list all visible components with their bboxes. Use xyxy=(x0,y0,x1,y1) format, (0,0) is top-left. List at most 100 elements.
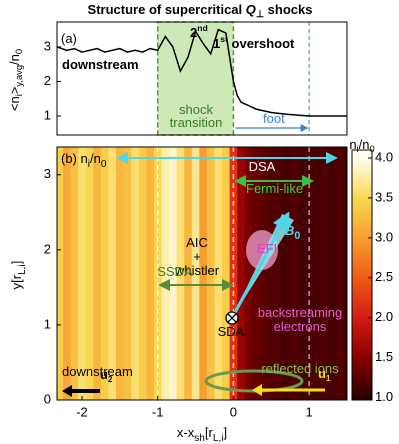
colorbar-tick-label: 1.5 xyxy=(375,349,393,364)
colorbar-step xyxy=(352,312,372,316)
colorbar-step xyxy=(352,207,372,211)
annotation: reflected ions xyxy=(261,361,339,376)
colorbar-step xyxy=(352,365,372,368)
heatmap-column xyxy=(191,147,200,400)
colorbar-step xyxy=(352,180,372,183)
colorbar-step xyxy=(352,222,372,226)
colorbar-step xyxy=(352,340,372,343)
annotation: EFI xyxy=(257,241,277,256)
annotation: u1 xyxy=(318,366,331,383)
colorbar-step xyxy=(352,177,372,181)
colorbar-step xyxy=(352,192,372,196)
annotation-part: foot xyxy=(263,111,285,126)
colorbar-step xyxy=(352,310,372,313)
y-tick-label: 1 xyxy=(44,107,51,122)
colorbar-step xyxy=(352,250,372,253)
colorbar-step xyxy=(352,335,372,338)
annotation-part: + xyxy=(193,249,201,264)
colorbar-label-part: /n xyxy=(359,137,370,152)
panel-b: -2 -1 0 101231.01.52.02.53.03.54.0ni/n0(b) … xyxy=(9,137,393,443)
colorbar-step xyxy=(352,307,372,311)
colorbar-step xyxy=(352,185,372,188)
panel-label-part: (a) xyxy=(61,31,77,46)
colorbar-step xyxy=(352,232,372,236)
colorbar-step xyxy=(352,195,372,198)
colorbar-step xyxy=(352,382,372,386)
annotation-part: whistler xyxy=(174,263,220,278)
heatmap-column xyxy=(320,147,329,400)
colorbar-step xyxy=(352,205,372,208)
heatmap-column xyxy=(199,147,208,400)
colorbar-step xyxy=(352,317,372,321)
colorbar-step xyxy=(352,217,372,221)
colorbar-label: ni/n0 xyxy=(349,137,374,154)
annotation: backstreaming xyxy=(258,305,343,320)
panel-label-part: (b) n xyxy=(61,151,88,166)
plot-frame xyxy=(56,21,348,136)
colorbar-step xyxy=(352,300,372,303)
colorbar-step xyxy=(352,202,372,206)
y-axis-label: <ni>y,avg/n0 xyxy=(7,49,24,111)
annotation-part: overshoot xyxy=(228,36,295,51)
annotation: downstream xyxy=(62,57,139,72)
colorbar-step xyxy=(352,347,372,351)
colorbar-step xyxy=(352,197,372,201)
annotation-part: electrons xyxy=(274,319,327,334)
y-tick-label: 3 xyxy=(44,38,51,53)
colorbar-step xyxy=(352,297,372,301)
colorbar-step xyxy=(352,190,372,193)
annotation-part: 0 xyxy=(294,230,300,242)
colorbar-label-part: n xyxy=(349,137,356,152)
annotation-part: u xyxy=(100,367,108,382)
colorbar-step xyxy=(352,187,372,191)
y-axis-label-part: y,avg xyxy=(14,65,24,87)
annotation-part: downstream xyxy=(62,364,133,379)
colorbar-tick-label: 3.5 xyxy=(375,189,393,204)
heatmap-column xyxy=(108,147,117,400)
colorbar-step xyxy=(352,265,372,268)
heatmap-column xyxy=(282,147,291,400)
y-tick-label: 2 xyxy=(44,241,51,256)
x-tick-label: 0 xyxy=(230,404,237,419)
x-axis-label: x-xsh[rL,i] xyxy=(177,425,227,443)
colorbar-step xyxy=(352,322,372,326)
annotation: Fermi-like xyxy=(246,181,303,196)
annotation-part: SSDA xyxy=(157,264,193,279)
x-tick-label: 1 xyxy=(306,404,313,419)
colorbar-step xyxy=(352,377,372,381)
colorbar-step xyxy=(352,292,372,296)
colorbar-step xyxy=(352,172,372,176)
y-axis-label-part: ] xyxy=(9,261,24,265)
annotation: 2nd xyxy=(190,23,208,40)
colorbar-step xyxy=(352,315,372,318)
annotation-part: st xyxy=(220,34,228,44)
colorbar-step xyxy=(352,320,372,323)
heatmap-column xyxy=(222,147,231,400)
heatmap-column xyxy=(335,147,344,400)
annotation-part: nd xyxy=(197,23,208,33)
colorbar-step xyxy=(352,385,372,388)
y-axis-label-part: y[r xyxy=(9,274,24,289)
colorbar-tick-label: 2.0 xyxy=(375,309,393,324)
chart-title: Structure of supercritical Q⊥ shocks xyxy=(88,2,313,19)
colorbar-step xyxy=(352,230,372,233)
x-axis-label-part: sh xyxy=(194,433,205,444)
u2-head xyxy=(62,385,72,397)
colorbar-step xyxy=(352,332,372,336)
annotation-part: 1 xyxy=(326,374,331,383)
colorbar-step xyxy=(352,210,372,213)
colorbar-step xyxy=(352,170,372,173)
colorbar-step xyxy=(352,150,372,153)
annotation: whistler xyxy=(174,263,220,278)
heatmap-column xyxy=(123,147,132,400)
colorbar-step xyxy=(352,360,372,363)
colorbar-step xyxy=(352,157,372,161)
annotation: u2 xyxy=(100,367,113,384)
heatmap-column xyxy=(328,147,337,400)
colorbar-step xyxy=(352,345,372,348)
y-tick-label: 2 xyxy=(44,73,51,88)
annotation-part: backstreaming xyxy=(258,305,343,320)
annotation-part: reflected ions xyxy=(261,361,339,376)
colorbar-step xyxy=(352,362,372,366)
